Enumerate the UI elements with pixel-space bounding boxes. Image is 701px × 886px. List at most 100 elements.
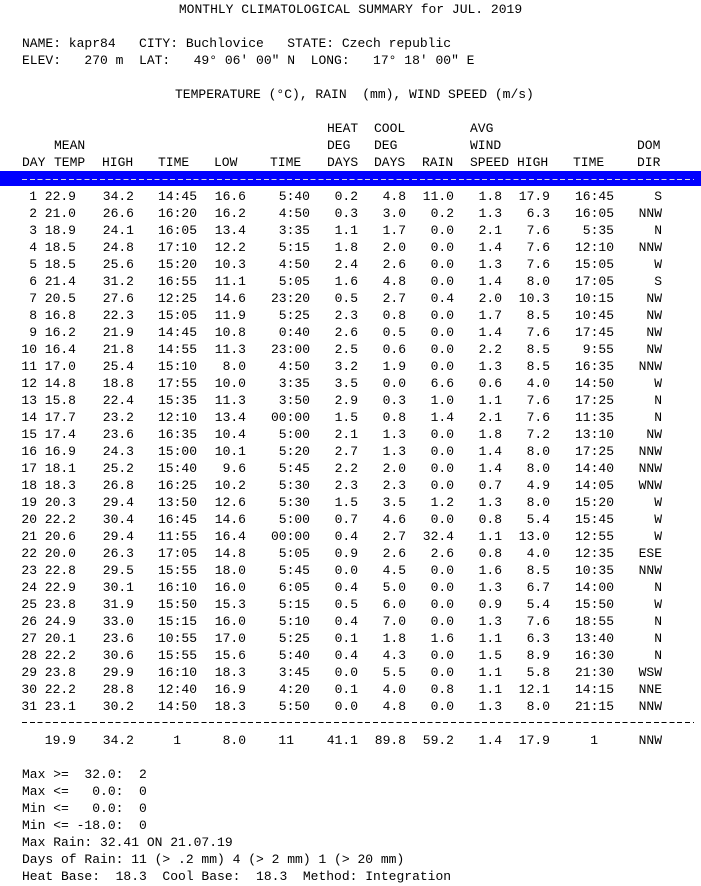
table-cell: 0.0 [430,359,454,374]
table-cell: 1.4 [478,274,502,289]
footer-line: Max Rain: 32.41 ON 21.07.19 [22,835,233,850]
total-cell: 1 [590,733,598,748]
table-cell: 1.5 [334,410,358,425]
total-cell: 17.9 [518,733,550,748]
table-cell: 5:05 [278,546,310,561]
table-cell: 19 [21,495,37,510]
table-cell: 17:45 [574,325,614,340]
table-cell: 7.2 [526,427,550,442]
table-cell: 8.0 [526,461,550,476]
column-header: TIME [573,155,605,170]
table-cell: 15:05 [574,257,614,272]
table-cell: 5.4 [526,597,550,612]
table-cell: 2 [29,206,37,221]
table-cell: 2.4 [334,257,358,272]
table-cell: N [654,580,662,595]
table-cell: 28 [21,648,37,663]
table-cell: 3.5 [334,376,358,391]
table-cell: 18:55 [574,614,614,629]
table-cell: 9 [29,325,37,340]
table-cell: 14.6 [214,512,246,527]
table-cell: 8.0 [526,274,550,289]
units-line: TEMPERATURE (°C), RAIN (mm), WIND SPEED … [175,87,534,102]
table-cell: 7.6 [526,223,550,238]
table-cell: 0.4 [334,648,358,663]
table-cell: 2.7 [382,529,406,544]
table-cell: 0:40 [278,325,310,340]
table-cell: 0.3 [382,393,406,408]
table-cell: 16:35 [574,359,614,374]
table-cell: 2.0 [478,291,502,306]
table-cell: 24.9 [44,614,76,629]
table-cell: 18.3 [214,665,246,680]
table-cell: 25 [21,597,37,612]
table-cell: 23.2 [102,410,134,425]
table-cell: NNW [638,444,662,459]
table-cell: 6:05 [278,580,310,595]
table-cell: 1.3 [478,257,502,272]
table-cell: 22 [21,546,37,561]
column-header: DEG [327,138,351,153]
table-cell: 0.4 [334,580,358,595]
table-cell: 13.0 [518,529,550,544]
table-cell: 24.1 [102,223,134,238]
table-cell: 0.0 [430,580,454,595]
table-cell: NNW [638,461,662,476]
table-cell: 17:25 [574,393,614,408]
table-cell: 16.6 [214,189,246,204]
total-cell: 41.1 [326,733,358,748]
table-cell: 4.5 [382,563,406,578]
table-cell: 0.8 [478,512,502,527]
table-cell: 17:05 [574,274,614,289]
table-cell: 3.5 [382,495,406,510]
table-cell: 11.3 [214,393,246,408]
table-cell: WNW [638,478,662,493]
table-cell: 7.6 [526,240,550,255]
table-cell: 1.3 [478,359,502,374]
table-cell: 2.6 [382,546,406,561]
table-cell: 23:20 [270,291,310,306]
table-cell: 5:05 [278,274,310,289]
table-cell: 14:40 [574,461,614,476]
table-cell: 0.4 [334,614,358,629]
table-cell: 10:45 [574,308,614,323]
table-cell: 0.8 [478,546,502,561]
table-cell: NNW [638,359,662,374]
column-header: DOM [637,138,661,153]
table-cell: 5:00 [278,427,310,442]
column-header: MEAN [54,138,86,153]
table-cell: 0.5 [334,597,358,612]
table-cell: 3:45 [278,665,310,680]
table-cell: 11.9 [214,308,246,323]
table-cell: 0.0 [430,614,454,629]
table-cell: 17.0 [214,631,246,646]
table-cell: 0.0 [430,512,454,527]
table-cell: 4:20 [278,682,310,697]
table-cell: 14:15 [574,682,614,697]
separator [22,179,694,180]
table-cell: 23.8 [44,665,76,680]
table-cell: 0.2 [334,189,358,204]
total-cell: 1.4 [478,733,502,748]
table-cell: 0.1 [334,682,358,697]
table-cell: 29.9 [102,665,134,680]
table-cell: 28.8 [102,682,134,697]
table-cell: 9:55 [582,342,614,357]
table-cell: 0.0 [430,563,454,578]
table-cell: 0.6 [382,342,406,357]
table-cell: 8.5 [526,342,550,357]
column-header: DIR [637,155,661,170]
table-cell: 16.2 [214,206,246,221]
table-cell: 16.4 [44,342,76,357]
table-cell: 1.3 [382,444,406,459]
column-header: DEG [374,138,398,153]
table-cell: 0.0 [430,257,454,272]
table-cell: 13:50 [157,495,197,510]
table-cell: 7.6 [526,393,550,408]
table-cell: 15:20 [157,257,197,272]
table-cell: 4.9 [526,478,550,493]
table-cell: 1.8 [478,189,502,204]
table-cell: 8.0 [222,359,246,374]
table-cell: 0.0 [334,699,358,714]
